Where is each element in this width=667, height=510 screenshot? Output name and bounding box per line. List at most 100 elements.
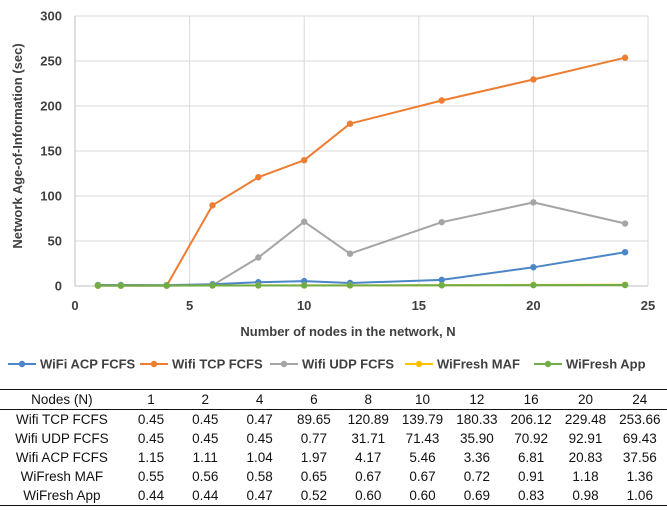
table-cell: 89.65 xyxy=(297,412,331,427)
table-header-label: Nodes (N) xyxy=(31,392,93,407)
table-cell: 0.65 xyxy=(300,469,328,484)
data-point xyxy=(530,264,537,271)
series-line xyxy=(97,56,626,287)
table-header-cell: 16 xyxy=(523,392,539,407)
table-header-cell: 2 xyxy=(201,392,210,407)
table-cell: 1.36 xyxy=(626,469,653,484)
data-point xyxy=(209,282,216,289)
data-point xyxy=(117,282,125,289)
gridlines xyxy=(75,15,649,286)
table-cell: 206.12 xyxy=(510,412,552,427)
table-cell: 5.46 xyxy=(409,450,436,465)
table-cell: 4.17 xyxy=(355,450,382,465)
data-point xyxy=(530,199,537,206)
table-cell: 0.47 xyxy=(246,488,273,503)
table-body: Wifi TCP FCFS 0.45 0.45 0.47 89.65 120.89 139.… xyxy=(0,410,667,506)
table-header-row: Nodes (N) 1 2 4 6 8 10 12 16 20 24 xyxy=(0,389,667,410)
x-tick-label: 25 xyxy=(641,298,655,313)
axes: 0 50 100 150 200 250 300 0 5 10 15 20 25 xyxy=(40,9,655,314)
table-row: Wifi ACP FCFS 1.15 1.11 1.04 1.97 4.17 5.46 3.3… xyxy=(0,448,667,467)
table-cell: 120.89 xyxy=(347,412,389,427)
series-line xyxy=(97,284,626,287)
table-cell: 0.44 xyxy=(192,488,219,503)
table-cell: 0.67 xyxy=(409,469,436,484)
data-point xyxy=(621,281,629,289)
data-point xyxy=(438,97,445,104)
table-cell: 6.81 xyxy=(518,450,545,465)
table-cell: 1.04 xyxy=(246,450,273,465)
data-point xyxy=(346,282,354,289)
y-tick-label: 200 xyxy=(40,99,62,114)
table-cell: 69.43 xyxy=(622,431,657,446)
table-cell: 0.67 xyxy=(355,469,382,484)
table-header-cell: 8 xyxy=(364,392,372,407)
legend-label: WiFresh App xyxy=(566,357,646,372)
table-header-cell: 4 xyxy=(255,392,264,407)
legend-marker xyxy=(544,360,552,368)
table-cell: 35.90 xyxy=(459,431,494,446)
data-point xyxy=(209,202,216,209)
table-cell: 0.98 xyxy=(572,488,599,503)
table-cell: 180.33 xyxy=(456,412,498,427)
table-cell: 31.71 xyxy=(351,431,386,446)
table-cell: 0.45 xyxy=(192,431,219,446)
x-tick-label: 0 xyxy=(71,298,78,313)
table-cell: 92.91 xyxy=(568,431,603,446)
table-cell: 0.52 xyxy=(300,488,328,503)
data-point xyxy=(255,282,262,289)
data-point xyxy=(163,282,170,289)
table-cell: 1.18 xyxy=(572,469,599,484)
results-table: Nodes (N) 1 2 4 6 8 10 12 16 20 24 Wifi TCP FCFS 0.… xyxy=(0,389,667,506)
legend-marker xyxy=(280,360,288,368)
table-cell: 3.36 xyxy=(463,450,490,465)
y-tick-label: 50 xyxy=(48,234,62,249)
series-line xyxy=(97,201,626,287)
table-cell: 1.97 xyxy=(300,450,328,465)
data-point xyxy=(301,156,308,164)
table-cell: 253.66 xyxy=(619,412,661,427)
legend-label: WiFresh MAF xyxy=(437,357,520,372)
x-tick-label: 5 xyxy=(186,298,193,313)
x-tick-label: 15 xyxy=(412,298,426,313)
table-row-label: Wifi ACP FCFS xyxy=(15,450,108,465)
table-header-cell: 10 xyxy=(415,392,431,407)
table-row-label: Wifi TCP FCFS xyxy=(16,412,108,427)
table-cell: 0.47 xyxy=(246,412,273,427)
legend-label: Wifi UDP FCFS xyxy=(302,357,394,372)
table-row: WiFresh MAF 0.55 0.56 0.58 0.65 0.67 0.67 0.72 0… xyxy=(0,467,667,486)
table-cell: 0.60 xyxy=(409,488,436,503)
legend-marker xyxy=(18,360,26,368)
legend-marker xyxy=(415,360,423,368)
table-header-cell: 12 xyxy=(469,392,485,407)
table-cell: 229.48 xyxy=(564,412,607,427)
table-cell: 0.58 xyxy=(246,469,273,484)
y-tick-label: 250 xyxy=(40,54,62,69)
table-header-cell: 1 xyxy=(147,392,155,407)
data-point xyxy=(530,76,537,83)
table-cell: 0.45 xyxy=(246,431,273,446)
legend-label: Wifi TCP FCFS xyxy=(172,357,263,372)
table-cell: 0.77 xyxy=(300,431,328,446)
table-cell: 0.60 xyxy=(355,488,382,503)
data-point xyxy=(255,173,262,181)
table-cell: 20.83 xyxy=(568,450,603,465)
table-cell: 0.45 xyxy=(192,412,219,427)
data-point xyxy=(621,220,629,227)
data-point xyxy=(255,254,262,261)
table-cell: 0.69 xyxy=(463,488,490,503)
table-header-cell: 6 xyxy=(310,392,318,407)
data-point xyxy=(438,218,445,226)
table-cell: 37.56 xyxy=(622,450,657,465)
data-point xyxy=(346,250,354,257)
x-tick-label: 10 xyxy=(297,298,311,313)
table-cell: 70.92 xyxy=(514,431,549,446)
y-tick-label: 0 xyxy=(55,279,62,294)
legend-label: WiFi ACP FCFS xyxy=(40,357,136,372)
table-header-cell: 20 xyxy=(577,392,593,407)
table-cell: 0.44 xyxy=(137,488,165,503)
series xyxy=(94,54,629,289)
table-cell: 0.91 xyxy=(518,469,545,484)
legend-marker xyxy=(150,360,158,368)
y-tick-label: 150 xyxy=(40,144,62,159)
y-tick-label: 300 xyxy=(40,9,62,24)
